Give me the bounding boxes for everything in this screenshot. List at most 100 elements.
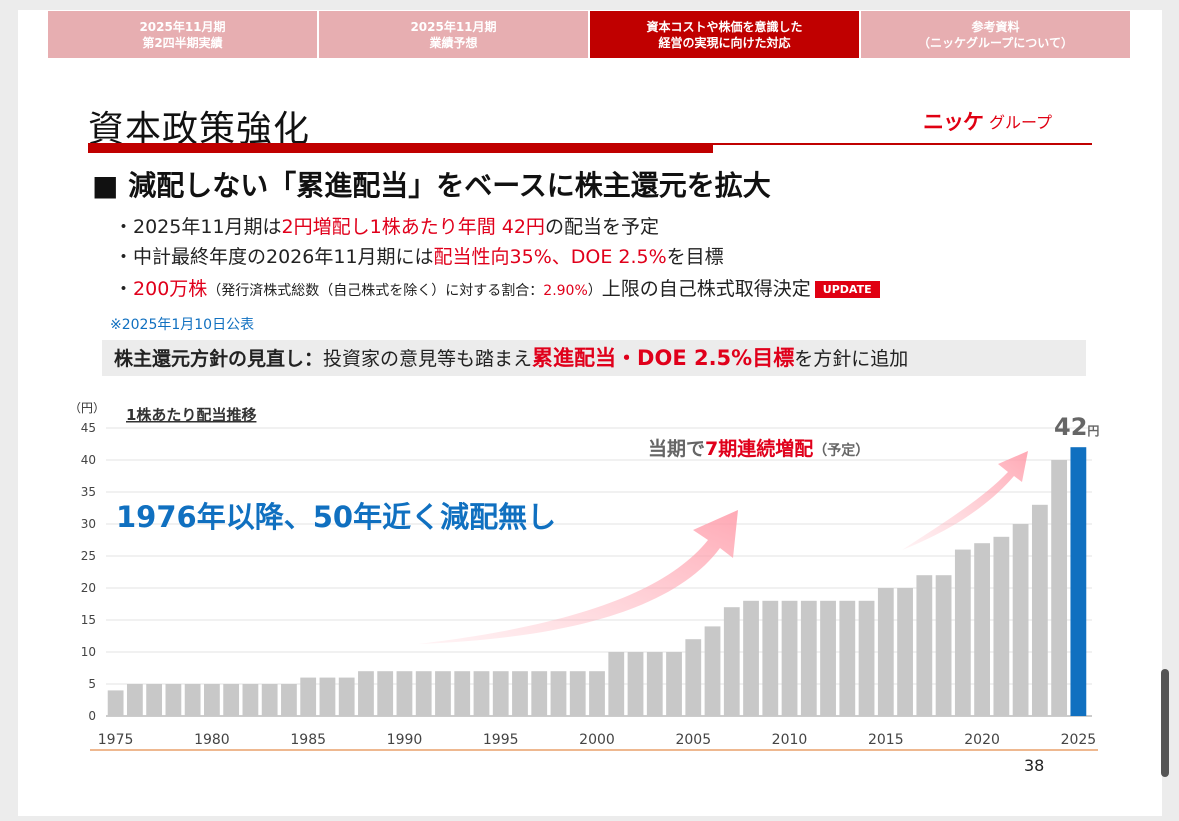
bar bbox=[473, 671, 490, 716]
bar bbox=[107, 690, 124, 716]
bar bbox=[377, 671, 394, 716]
bar bbox=[646, 652, 663, 716]
bar-highlight bbox=[1070, 447, 1087, 716]
bar bbox=[338, 677, 355, 716]
bullet-text: ・2025年11月期は bbox=[114, 216, 282, 238]
bar bbox=[954, 549, 971, 716]
policy-label: 株主還元方針の見直し： bbox=[114, 348, 324, 370]
bar bbox=[415, 671, 432, 716]
section-heading: ■ 減配しない「累進配当」をベースに株主還元を拡大 bbox=[92, 169, 771, 202]
policy-box: 株主還元方針の見直し：投資家の意見等も踏まえ累進配当・DOE 2.5%目標を方針… bbox=[102, 340, 1086, 376]
x-tick-label: 2010 bbox=[772, 732, 808, 748]
tab-line1: 2025年11月期 bbox=[410, 19, 497, 34]
bar bbox=[1051, 460, 1068, 716]
bar bbox=[358, 671, 374, 716]
bullet-detail: （発行済株式総数（自己株式を除く）に対する割合： bbox=[207, 283, 544, 299]
bar bbox=[435, 671, 451, 716]
policy-text: を方針に追加 bbox=[794, 348, 909, 370]
bar bbox=[820, 600, 836, 716]
tab-reference[interactable]: 参考資料 （ニッケグループについて） bbox=[861, 11, 1130, 58]
bar bbox=[165, 684, 182, 716]
bullet-payout-target: ・中計最終年度の2026年11月期には配当性向35%、DOE 2.5%を目標 bbox=[114, 242, 724, 269]
x-tick-label: 2015 bbox=[868, 732, 904, 748]
section-tabs: 2025年11月期 第2四半期実績 2025年11月期 業績予想 資本コストや株… bbox=[48, 11, 1130, 58]
bullet-highlight: 2円増配し1株あたり年間 42円 bbox=[281, 216, 545, 238]
bar bbox=[492, 671, 509, 716]
bar bbox=[223, 684, 240, 716]
y-axis-unit: （円） bbox=[69, 401, 105, 415]
latest-value: 42 bbox=[1054, 413, 1087, 441]
latest-value-unit: 円 bbox=[1087, 424, 1099, 438]
bullet-dot: ・ bbox=[114, 278, 134, 300]
y-tick-label: 25 bbox=[81, 549, 96, 563]
bullet-highlight: 配当性向35%、DOE 2.5% bbox=[433, 246, 667, 268]
tab-q2-results[interactable]: 2025年11月期 第2四半期実績 bbox=[48, 11, 317, 58]
bar bbox=[531, 671, 548, 716]
bar bbox=[512, 671, 528, 716]
bullet-text: 上限の自己株式取得決定 bbox=[601, 278, 811, 300]
x-tick-label: 2005 bbox=[675, 732, 711, 748]
update-badge: UPDATE bbox=[814, 281, 880, 298]
bar bbox=[184, 684, 201, 716]
bar bbox=[146, 684, 163, 716]
bar bbox=[666, 652, 682, 716]
bar bbox=[608, 652, 625, 716]
y-tick-label: 40 bbox=[81, 453, 96, 467]
bar bbox=[993, 536, 1010, 716]
page-number: 38 bbox=[1024, 756, 1045, 775]
bar bbox=[858, 600, 875, 716]
x-tick-label: 1995 bbox=[483, 732, 519, 748]
tab-line2: 経営の実現に向けた対応 bbox=[658, 35, 791, 50]
y-tick-label: 30 bbox=[81, 517, 96, 531]
x-tick-label: 2025 bbox=[1061, 732, 1097, 748]
trend-arrows bbox=[418, 451, 1028, 644]
no-cut-annotation: 1976年以降、50年近く減配無し bbox=[116, 500, 556, 534]
streak-highlight: 7期連続増配 bbox=[705, 437, 813, 460]
company-logo: ニッケ グループ bbox=[923, 106, 1052, 136]
tab-line1: 2025年11月期 bbox=[139, 19, 226, 34]
bar bbox=[454, 671, 471, 716]
y-tick-label: 10 bbox=[81, 645, 96, 659]
y-tick-label: 15 bbox=[81, 613, 96, 627]
bar bbox=[204, 684, 220, 716]
y-tick-label: 35 bbox=[81, 485, 96, 499]
bar bbox=[396, 671, 413, 716]
y-tick-label: 5 bbox=[88, 677, 96, 691]
x-tick-label: 2000 bbox=[579, 732, 615, 748]
bar bbox=[897, 588, 913, 716]
tab-forecast[interactable]: 2025年11月期 業績予想 bbox=[319, 11, 588, 58]
tab-capital-cost[interactable]: 資本コストや株価を意識した 経営の実現に向けた対応 bbox=[590, 11, 859, 58]
bar bbox=[974, 543, 990, 716]
bar bbox=[781, 600, 798, 716]
bar bbox=[242, 684, 259, 716]
bar bbox=[261, 684, 278, 716]
streak-prefix: 当期で bbox=[648, 437, 705, 460]
bar bbox=[300, 677, 317, 716]
bar bbox=[800, 600, 817, 716]
vertical-scrollbar[interactable] bbox=[1161, 669, 1169, 777]
bar bbox=[1012, 524, 1029, 716]
slide: 2025年11月期 第2四半期実績 2025年11月期 業績予想 資本コストや株… bbox=[18, 10, 1162, 816]
bar bbox=[1031, 504, 1048, 716]
trend-arrow-long bbox=[418, 510, 738, 644]
x-tick-label: 1980 bbox=[194, 732, 230, 748]
tab-line1: 資本コストや株価を意識した bbox=[646, 19, 803, 34]
bullet-dividend-plan: ・2025年11月期は2円増配し1株あたり年間 42円の配当を予定 bbox=[114, 212, 659, 239]
tab-line2: （ニッケグループについて） bbox=[918, 35, 1073, 50]
x-tick-label: 2020 bbox=[964, 732, 1000, 748]
bar bbox=[569, 671, 586, 716]
y-tick-label: 20 bbox=[81, 581, 96, 595]
bar bbox=[839, 600, 856, 716]
bar bbox=[916, 575, 933, 716]
bar bbox=[723, 607, 740, 716]
bar bbox=[550, 671, 567, 716]
policy-text: 投資家の意見等も踏まえ bbox=[323, 348, 533, 370]
chart-title: 1株あたり配当推移 bbox=[126, 406, 256, 424]
x-tick-label: 1990 bbox=[387, 732, 423, 748]
tab-line2: 業績予想 bbox=[429, 35, 478, 50]
tab-line2: 第2四半期実績 bbox=[142, 35, 223, 50]
bar bbox=[704, 626, 721, 716]
x-tick-label: 1985 bbox=[290, 732, 326, 748]
bar bbox=[743, 600, 759, 716]
